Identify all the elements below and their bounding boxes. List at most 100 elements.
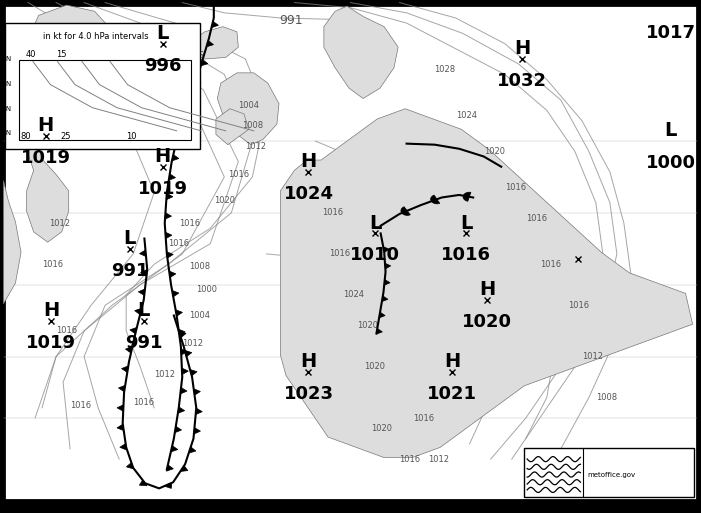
- Text: 1016: 1016: [168, 239, 189, 248]
- Text: 1016: 1016: [56, 326, 77, 336]
- Text: 40N: 40N: [0, 130, 12, 136]
- Text: 1028: 1028: [435, 65, 456, 74]
- Text: H: H: [37, 116, 54, 135]
- Text: in kt for 4.0 hPa intervals: in kt for 4.0 hPa intervals: [43, 32, 149, 41]
- Text: 1012: 1012: [428, 455, 449, 464]
- Text: 60N: 60N: [0, 81, 12, 87]
- Text: 1004: 1004: [238, 101, 259, 110]
- Text: H: H: [514, 39, 531, 58]
- Polygon shape: [140, 269, 147, 276]
- Text: 1012: 1012: [49, 219, 70, 228]
- Polygon shape: [169, 174, 175, 180]
- Text: L: L: [123, 229, 136, 248]
- Text: 1024: 1024: [456, 111, 477, 120]
- Polygon shape: [206, 41, 214, 47]
- Text: 50N: 50N: [0, 106, 12, 112]
- Text: H: H: [479, 280, 496, 300]
- Text: 1024: 1024: [343, 290, 365, 300]
- Polygon shape: [117, 405, 123, 411]
- Text: 1016: 1016: [568, 301, 589, 310]
- Text: 1020: 1020: [214, 195, 235, 205]
- Polygon shape: [120, 444, 127, 450]
- Text: L: L: [665, 121, 677, 141]
- Text: 1020: 1020: [462, 313, 512, 331]
- Text: 1016: 1016: [322, 208, 343, 218]
- Text: 1020: 1020: [484, 147, 505, 156]
- Text: 70N: 70N: [0, 56, 12, 62]
- Text: 991: 991: [111, 262, 149, 280]
- Polygon shape: [216, 109, 249, 145]
- Text: 1012: 1012: [154, 370, 175, 379]
- Polygon shape: [117, 424, 124, 430]
- Polygon shape: [379, 312, 385, 318]
- Text: metoffice.gov: metoffice.gov: [587, 471, 636, 478]
- Polygon shape: [180, 466, 188, 471]
- Text: 1016: 1016: [179, 219, 200, 228]
- Bar: [19, 60, 191, 140]
- Polygon shape: [135, 308, 142, 314]
- Polygon shape: [180, 387, 187, 394]
- Polygon shape: [130, 327, 137, 334]
- Text: H: H: [300, 352, 317, 371]
- Polygon shape: [185, 350, 192, 357]
- Polygon shape: [189, 447, 196, 453]
- Polygon shape: [280, 109, 693, 458]
- Text: 996: 996: [144, 56, 182, 75]
- Polygon shape: [166, 465, 173, 471]
- Text: 1024: 1024: [283, 185, 334, 203]
- Polygon shape: [430, 195, 440, 204]
- Polygon shape: [181, 348, 187, 355]
- Polygon shape: [383, 247, 389, 252]
- Polygon shape: [172, 154, 179, 161]
- Polygon shape: [190, 369, 197, 376]
- Text: 1016: 1016: [400, 455, 421, 464]
- Polygon shape: [178, 407, 184, 413]
- Text: 15: 15: [56, 50, 67, 60]
- Text: H: H: [43, 301, 60, 320]
- Polygon shape: [172, 290, 179, 297]
- Polygon shape: [27, 5, 109, 242]
- Text: 80: 80: [20, 132, 32, 141]
- Polygon shape: [121, 366, 128, 372]
- Text: 1010: 1010: [350, 246, 400, 265]
- Text: H: H: [444, 352, 461, 371]
- Text: 25: 25: [61, 132, 71, 141]
- Text: 1012: 1012: [182, 339, 203, 348]
- Polygon shape: [169, 271, 176, 278]
- Polygon shape: [382, 296, 388, 302]
- Text: 1012: 1012: [582, 352, 603, 361]
- Text: H: H: [154, 147, 171, 166]
- FancyBboxPatch shape: [4, 5, 697, 500]
- Text: L: L: [460, 213, 472, 233]
- Text: 1032: 1032: [497, 72, 547, 90]
- Text: L: L: [156, 24, 169, 43]
- Text: 1016: 1016: [228, 170, 249, 179]
- Polygon shape: [463, 192, 471, 201]
- Polygon shape: [167, 252, 173, 258]
- Text: 991: 991: [279, 14, 303, 27]
- Polygon shape: [193, 389, 200, 395]
- Polygon shape: [194, 428, 200, 434]
- Polygon shape: [193, 78, 201, 85]
- Polygon shape: [384, 280, 390, 285]
- Polygon shape: [139, 250, 146, 256]
- Text: 1017: 1017: [646, 24, 696, 43]
- Text: 1012: 1012: [245, 142, 266, 151]
- Text: 1008: 1008: [242, 121, 263, 130]
- Text: 1020: 1020: [372, 424, 393, 433]
- Text: 1019: 1019: [137, 180, 188, 198]
- Polygon shape: [385, 263, 390, 269]
- Text: 1016: 1016: [505, 183, 526, 192]
- Text: L: L: [137, 301, 150, 320]
- Polygon shape: [196, 408, 203, 415]
- Text: L: L: [369, 213, 381, 233]
- Text: 40: 40: [26, 50, 36, 60]
- Polygon shape: [200, 60, 208, 66]
- Polygon shape: [176, 135, 183, 142]
- Polygon shape: [165, 213, 172, 219]
- Text: 1016: 1016: [414, 413, 435, 423]
- Text: 1016: 1016: [133, 398, 154, 407]
- Polygon shape: [139, 480, 147, 486]
- Text: 1016: 1016: [526, 213, 547, 223]
- Text: 1008: 1008: [189, 262, 210, 271]
